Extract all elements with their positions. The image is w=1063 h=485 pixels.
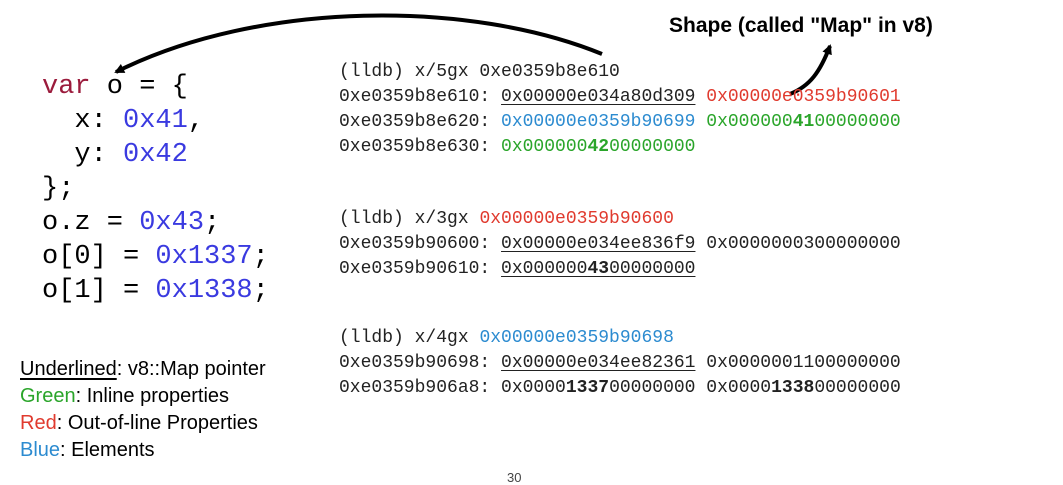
legend-item-green: Green: Inline properties: [20, 385, 230, 407]
lldb-command: (lldb) x/5gx 0xe0359b8e610: [339, 62, 620, 82]
map-pointer-to-shape-arrow: [789, 44, 832, 96]
code-text: ;: [252, 276, 269, 306]
code-text: o = {: [90, 72, 188, 102]
memory-row: 0xe0359b8e610: 0x00000e034a80d309 0x0000…: [339, 85, 901, 110]
code-text: ;: [204, 208, 221, 238]
code-line: y: 0x42: [42, 138, 269, 172]
memory-address: 0xe0359b8e610:: [339, 87, 502, 107]
memory-row: 0xe0359b90698: 0x00000e034ee82361 0x0000…: [339, 351, 901, 376]
memory-value: 0x0000000300000000: [706, 234, 901, 254]
number-literal: 0x41: [123, 106, 188, 136]
lldb-command: (lldb) x/3gx 0x00000e0359b90600: [339, 209, 674, 229]
elements-address: 0x00000e0359b90698: [479, 328, 674, 348]
memory-address: 0xe0359b90610:: [339, 259, 502, 279]
code-text: o.z =: [42, 208, 140, 238]
properties-pointer-value: 0x00000e0359b90601: [706, 87, 901, 107]
element-value: 0x0000133700000000: [501, 378, 696, 398]
memory-address: 0xe0359b90600:: [339, 234, 502, 254]
inline-property-value: 0x0000004200000000: [501, 137, 696, 157]
memory-row: 0xe0359b8e620: 0x00000e0359b90699 0x0000…: [339, 110, 901, 135]
code-line: o[0] = 0x1337;: [42, 240, 269, 274]
memory-value: 0x0000001100000000: [706, 353, 901, 373]
memory-address: 0xe0359b90698:: [339, 353, 502, 373]
number-literal: 0x1337: [155, 242, 253, 272]
shape-title: Shape (called "Map" in v8): [669, 14, 933, 37]
var-keyword: var: [42, 72, 91, 102]
code-text: ;: [252, 242, 269, 272]
code-text: o[1] =: [42, 276, 156, 306]
shape-to-object-arrow: [114, 13, 603, 74]
legend-item-underlined: Underlined: v8::Map pointer: [20, 358, 266, 380]
number-literal: 0x42: [123, 140, 188, 170]
legend-item-blue: Blue: Elements: [20, 439, 155, 461]
lldb-dump-object: (lldb) x/5gx 0xe0359b8e610 0xe0359b8e610:…: [339, 60, 901, 160]
code-line: o.z = 0x43;: [42, 206, 269, 240]
number-literal: 0x43: [139, 208, 205, 238]
code-line: x: 0x41,: [42, 104, 269, 138]
map-pointer-value: 0x00000e034a80d309: [501, 87, 696, 107]
lldb-command: (lldb) x/4gx 0x00000e0359b90698: [339, 328, 674, 348]
memory-row: 0xe0359b90600: 0x00000e034ee836f9 0x0000…: [339, 232, 901, 257]
legend-item-red: Red: Out-of-line Properties: [20, 412, 258, 434]
map-pointer-value: 0x00000e034ee836f9: [501, 234, 696, 254]
memory-address: 0xe0359b8e630:: [339, 137, 502, 157]
page-number: 30: [507, 470, 522, 485]
number-literal: 0x1338: [155, 276, 253, 306]
js-code-block: var o = { x: 0x41, y: 0x42}; o.z = 0x43; o…: [42, 70, 269, 308]
code-line: var o = {: [42, 70, 269, 104]
inline-property-value: 0x0000004100000000: [706, 112, 901, 132]
code-line: };: [42, 174, 75, 204]
lldb-dump-properties: (lldb) x/3gx 0x00000e0359b90600 0xe0359b9…: [339, 207, 901, 282]
code-text: o[0] =: [42, 242, 156, 272]
memory-address: 0xe0359b8e620:: [339, 112, 502, 132]
code-text: x:: [42, 106, 124, 136]
code-line: o[1] = 0x1338;: [42, 274, 269, 308]
code-text: ,: [187, 106, 205, 136]
memory-row: 0xe0359b8e630: 0x0000004200000000: [339, 135, 901, 160]
memory-row: 0xe0359b90610: 0x0000004300000000: [339, 257, 901, 282]
memory-address: 0xe0359b906a8:: [339, 378, 502, 398]
map-pointer-value: 0x00000e034ee82361: [501, 353, 696, 373]
code-text: y:: [42, 140, 124, 170]
element-value: 0x0000133800000000: [706, 378, 901, 398]
out-of-line-property-value: 0x0000004300000000: [501, 259, 696, 279]
memory-row: 0xe0359b906a8: 0x0000133700000000 0x0000…: [339, 376, 901, 401]
properties-address: 0x00000e0359b90600: [479, 209, 674, 229]
lldb-dump-elements: (lldb) x/4gx 0x00000e0359b90698 0xe0359b9…: [339, 326, 901, 401]
elements-pointer-value: 0x00000e0359b90699: [501, 112, 696, 132]
